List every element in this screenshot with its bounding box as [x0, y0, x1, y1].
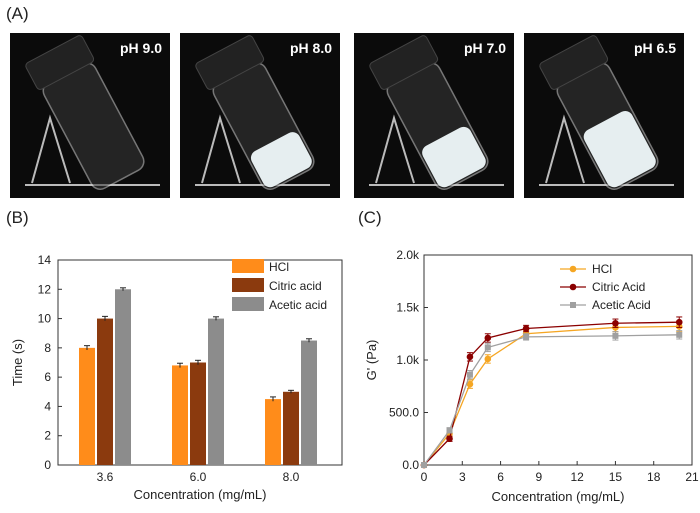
vial-illustration	[369, 35, 504, 190]
data-point	[466, 371, 473, 378]
data-point	[446, 427, 453, 434]
x-tick-label: 9	[536, 470, 543, 484]
legend-swatch	[232, 297, 264, 311]
panel-label-a: (A)	[6, 4, 29, 23]
ph-label: pH 8.0	[289, 40, 332, 56]
data-point	[612, 319, 619, 327]
x-tick-label: 18	[647, 470, 661, 484]
y-tick-label: 1.0k	[396, 353, 420, 367]
legend-marker	[569, 265, 577, 273]
data-point	[446, 435, 453, 443]
y-axis-label: Time (s)	[10, 339, 25, 386]
data-point	[466, 380, 474, 388]
vial-cap	[539, 35, 609, 90]
legend-swatch	[232, 259, 264, 273]
y-tick-label: 12	[38, 282, 52, 296]
x-tick-label: 21	[685, 470, 699, 484]
vial-cap	[25, 35, 95, 90]
vial-photo-1: pH 9.0	[10, 33, 170, 198]
y-tick-label: 500.0	[389, 406, 419, 420]
legend-marker	[570, 302, 576, 308]
x-tick-label: 8.0	[283, 470, 300, 484]
y-tick-label: 10	[38, 312, 52, 326]
data-point	[522, 325, 530, 332]
vial-photo-4: pH 6.5	[524, 33, 684, 198]
data-point	[523, 333, 530, 340]
vial-body	[25, 35, 145, 190]
x-tick-label: 6.0	[190, 470, 207, 484]
y-tick-label: 1.5k	[396, 301, 420, 315]
y-tick-label: 0	[44, 458, 51, 472]
ph-label: pH 6.5	[633, 40, 676, 56]
vial-illustration	[539, 35, 674, 190]
panel-label-b: (B)	[6, 208, 29, 227]
data-point	[421, 462, 427, 468]
y-tick-label: 2	[44, 429, 51, 443]
x-tick-label: 3.6	[97, 470, 114, 484]
legend-marker	[569, 283, 577, 291]
ph-label: pH 9.0	[119, 40, 162, 56]
data-point	[484, 334, 492, 342]
vial-illustration	[25, 35, 160, 190]
vial-gel	[250, 132, 312, 188]
vial-cap	[369, 35, 439, 90]
data-point	[676, 331, 683, 338]
y-tick-label: 0.0	[402, 458, 419, 472]
vial-illustration	[195, 35, 330, 190]
bar	[97, 318, 113, 465]
bar	[79, 347, 95, 465]
x-axis-label: Concentration (mg/mL)	[134, 487, 267, 502]
panel-label-c: (C)	[358, 208, 382, 227]
data-point	[612, 332, 619, 339]
y-tick-label: 6	[44, 370, 51, 384]
series-line	[423, 321, 680, 466]
legend-label: Acetic Acid	[592, 298, 651, 312]
y-axis-label: G' (Pa)	[364, 340, 379, 381]
legend-label: Citric Acid	[592, 280, 645, 294]
y-tick-label: 2.0k	[396, 248, 420, 262]
ph-label: pH 7.0	[463, 40, 506, 56]
x-tick-label: 15	[609, 470, 623, 484]
data-point	[484, 344, 491, 351]
bar	[172, 365, 188, 465]
bar	[265, 399, 281, 465]
series-line	[423, 334, 680, 466]
line-chart: 0.0 500.0 1.0k 1.5k 2.0k 0 3 6 9 12 15 18 21 HCl Citri…	[364, 248, 699, 504]
vial-photo-2: pH 8.0	[180, 33, 340, 198]
bar-chart: 0 2 4 6 8 10 12 14 3.6 6.0 8.0 HCl Citric acid Acetic…	[10, 253, 343, 502]
vial-gel	[583, 110, 656, 188]
vial-body	[539, 35, 659, 190]
legend-swatch	[232, 278, 264, 292]
bar	[208, 318, 224, 465]
x-tick-label: 6	[497, 470, 504, 484]
vial-cap	[195, 35, 265, 90]
legend-label: Acetic acid	[269, 298, 327, 312]
x-tick-label: 0	[421, 470, 428, 484]
y-tick-label: 14	[38, 253, 52, 267]
legend-label: Citric acid	[269, 279, 322, 293]
plot-frame	[423, 254, 693, 466]
bar	[283, 391, 299, 465]
x-axis-label: Concentration (mg/mL)	[492, 489, 625, 504]
y-tick-label: 4	[44, 399, 51, 413]
bar	[190, 362, 206, 465]
data-point	[466, 353, 474, 361]
x-tick-label: 12	[570, 470, 584, 484]
x-tick-label: 3	[459, 470, 466, 484]
legend-label: HCl	[269, 260, 289, 274]
legend-label: HCl	[592, 262, 612, 276]
vial-body	[195, 35, 315, 190]
bar	[301, 340, 317, 465]
bar	[115, 289, 131, 465]
vial-photo-3: pH 7.0	[354, 33, 514, 198]
vial-body	[369, 35, 489, 190]
data-point	[484, 355, 492, 363]
vial-gel	[422, 126, 486, 188]
y-tick-label: 8	[44, 341, 51, 355]
data-point	[675, 318, 683, 326]
